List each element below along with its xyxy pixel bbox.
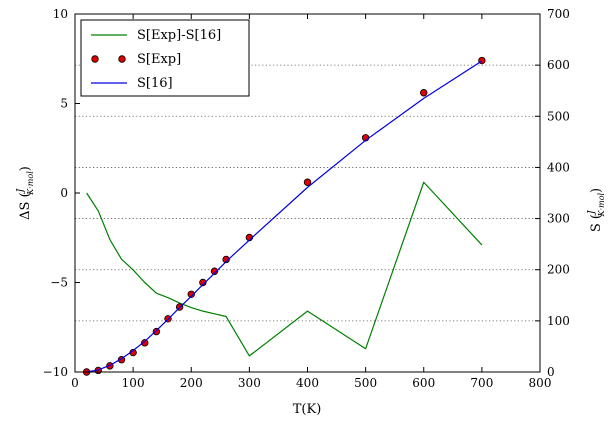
y-left-tick-label: −10	[43, 365, 68, 379]
y-left-axis-title: ΔS (JK·mol)	[16, 166, 35, 220]
y-left-tick-label: −5	[50, 276, 68, 290]
y-right-tick-label: 500	[547, 109, 570, 123]
legend-swatch-exp-marker	[118, 55, 126, 63]
series-point-exp	[420, 89, 428, 97]
x-tick-label: 700	[470, 376, 493, 390]
y-left-tick-label: 0	[60, 186, 68, 200]
y-left-title-main: ΔS (	[18, 192, 33, 220]
series-line-s16	[86, 60, 483, 373]
y-right-title-close: )	[589, 188, 604, 193]
axis-ticks: 0 100 200 300 400 500 600 700 800−10−50510010020…	[43, 7, 570, 390]
y-right-tick-label: 300	[547, 212, 570, 226]
y-right-axis-title: S (JK·mol)	[587, 188, 606, 232]
y-left-tick-label: 5	[60, 97, 68, 111]
x-tick-label: 200	[180, 376, 203, 390]
y-right-title-main: S (	[589, 214, 604, 232]
series-point-exp	[152, 327, 161, 336]
plot-series	[82, 56, 486, 376]
y-right-tick-label: 700	[547, 7, 570, 21]
legend-label-diff: S[Exp]-S[16]	[137, 28, 221, 43]
series-point-exp	[187, 290, 195, 298]
legend: S[Exp]-S[16] S[Exp] S[16]	[80, 19, 250, 97]
y-left-title-den: K·mol	[26, 171, 35, 196]
x-tick-label: 300	[238, 376, 261, 390]
svg-text:S (JK·mol): S (JK·mol)	[587, 188, 606, 232]
series-line-diff	[86, 181, 483, 357]
series-point-exp	[210, 267, 219, 275]
x-tick-label: 600	[412, 376, 435, 390]
y-left-tick-label: 10	[53, 7, 68, 21]
x-tick-label: 800	[529, 376, 552, 390]
series-point-exp	[303, 178, 312, 186]
x-axis-title: T(K)	[293, 402, 322, 417]
x-tick-label: 400	[296, 376, 319, 390]
y-right-tick-label: 200	[547, 263, 570, 277]
series-point-exp	[199, 278, 207, 287]
legend-swatch-exp-marker	[91, 55, 99, 63]
series-point-exp	[141, 339, 149, 347]
y-left-title-close: )	[18, 166, 33, 171]
legend-label-exp: S[Exp]	[137, 52, 181, 67]
x-tick-label: 100	[122, 376, 145, 390]
series-point-exp	[222, 255, 230, 264]
y-right-tick-label: 0	[547, 365, 555, 379]
x-tick-label: 0	[71, 376, 79, 390]
x-tick-label: 500	[354, 376, 377, 390]
y-right-title-num: J	[587, 209, 597, 216]
svg-text:ΔS (JK·mol): ΔS (JK·mol)	[16, 166, 35, 220]
y-right-tick-label: 400	[547, 160, 570, 174]
y-left-title-num: J	[16, 187, 26, 194]
y-right-tick-label: 600	[547, 58, 570, 72]
y-right-tick-label: 100	[547, 314, 570, 328]
legend-label-s16: S[16]	[137, 76, 173, 91]
y-right-title-den: K·mol	[597, 192, 606, 217]
